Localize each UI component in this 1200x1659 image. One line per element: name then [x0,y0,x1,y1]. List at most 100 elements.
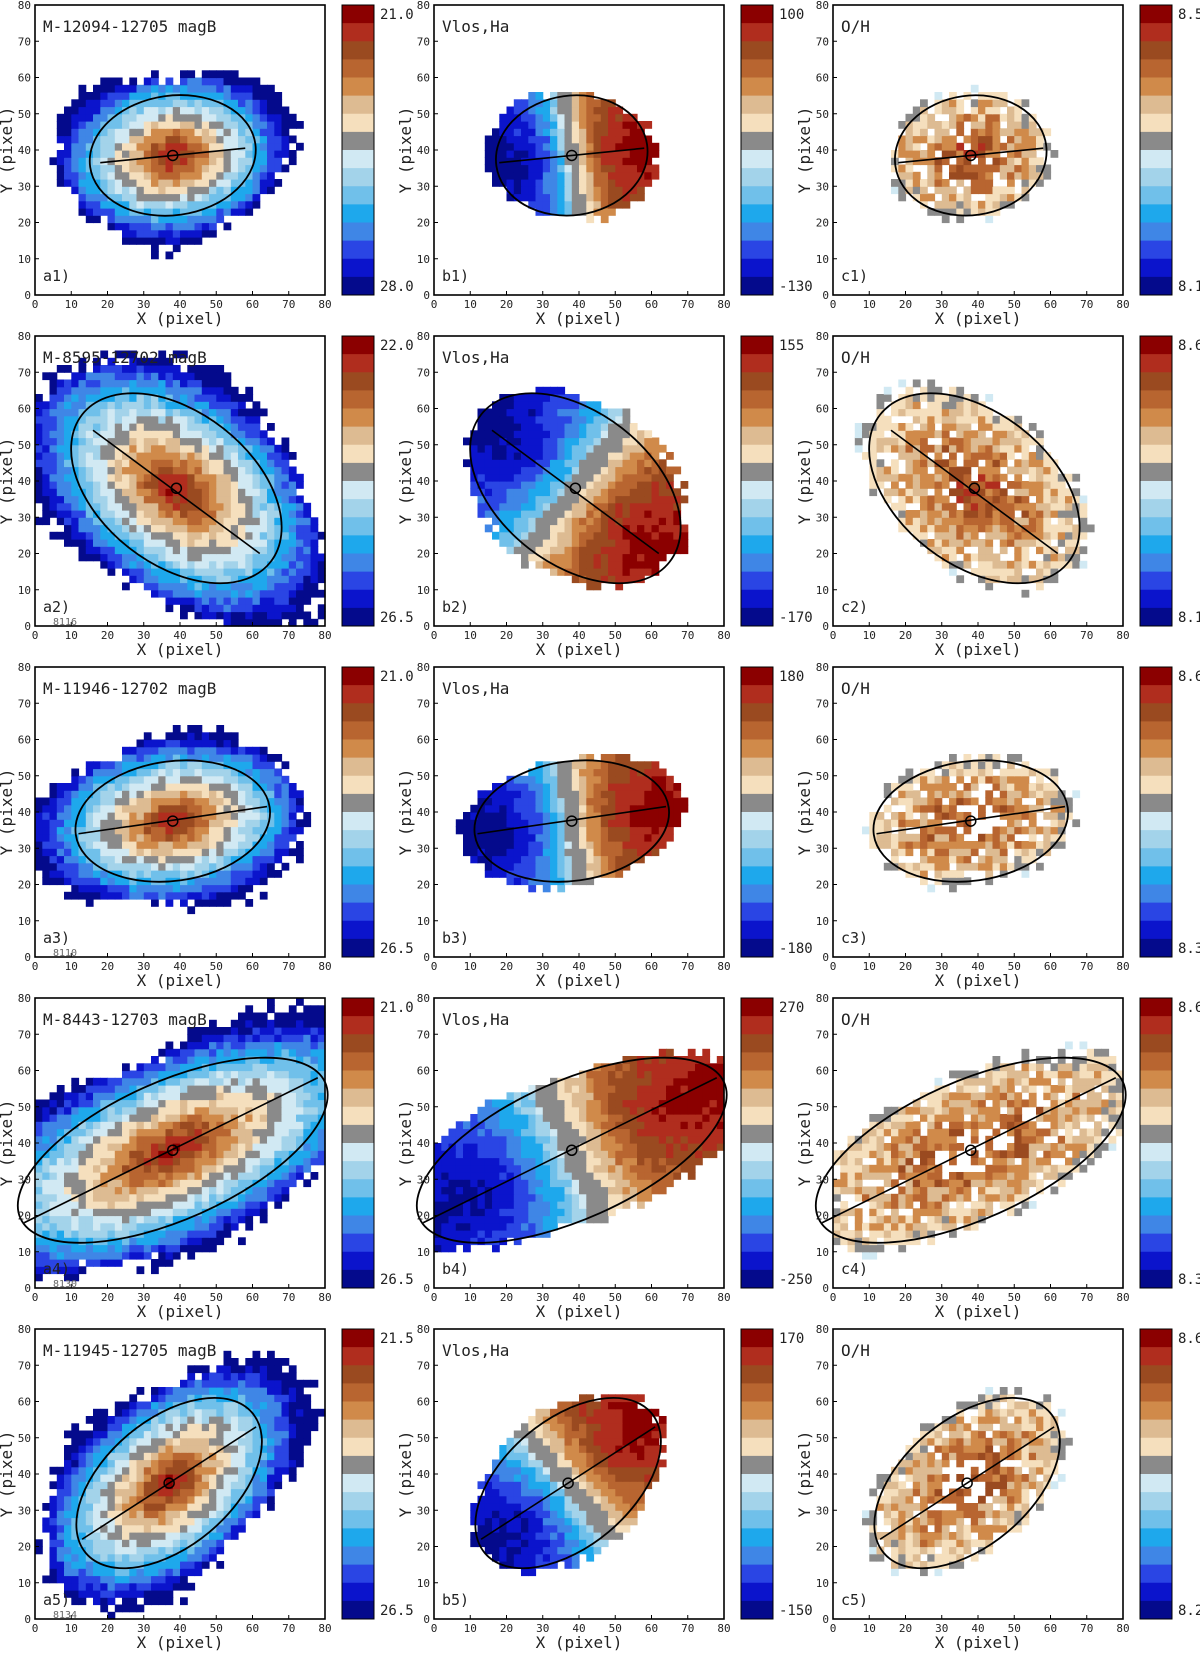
heatmap-cell [201,186,210,195]
heatmap-cell [557,121,566,129]
heatmap-cell [949,553,957,562]
heatmap-cell [557,826,566,835]
heatmap-cell [1021,553,1030,562]
heatmap-cell [259,604,268,613]
heatmap-cell [129,157,138,166]
heatmap-cell [963,459,972,468]
heatmap-cell [64,797,72,806]
heatmap-cell [622,430,631,439]
heatmap-cell [920,157,928,166]
heatmap-cell [281,481,290,489]
heatmap-cell [658,826,667,835]
heatmap-cell [1021,575,1030,584]
heatmap-cell [571,401,580,410]
heatmap-cell [71,862,80,871]
heatmap-cell [288,790,297,799]
heatmap-cell [238,531,246,540]
x-tick-label: 70 [282,298,295,311]
heatmap-cell [136,884,145,893]
heatmap-cell [136,739,145,748]
heatmap-cell [296,539,304,547]
heatmap-cell [267,179,275,187]
y-tick-label: 10 [417,253,430,266]
heatmap-cell [999,437,1008,446]
heatmap-cell [216,891,225,900]
heatmap-cell [122,473,130,482]
heatmap-cell [114,848,123,857]
heatmap-cell [542,444,551,453]
heatmap-cell [470,841,479,849]
heatmap-cell [622,459,631,468]
heatmap-cell [521,408,529,417]
heatmap-cell [557,459,566,468]
heatmap-cell [1007,106,1015,115]
heatmap-cell [114,92,123,100]
heatmap-cell [122,113,130,122]
heatmap-cell [1057,495,1066,504]
heatmap-cell [158,157,167,166]
heatmap-cell [608,186,616,195]
heatmap-cell [187,589,196,598]
heatmap-cell [143,121,152,129]
heatmap-cell [85,372,94,381]
heatmap-cell [259,568,268,576]
heatmap-cell [172,510,181,518]
heatmap-cell [209,877,217,886]
heatmap-cell [535,423,544,431]
y-tick-label: 60 [417,72,430,85]
heatmap-cell [165,150,174,158]
heatmap-cell [949,473,957,482]
heatmap-cell [85,171,94,180]
heatmap-cell [666,531,674,540]
heatmap-cell [194,855,203,864]
heatmap-cell [1036,568,1044,576]
heatmap-cell [64,848,72,857]
heatmap-cell [267,473,275,482]
heatmap-cell [274,164,283,173]
heatmap-cell [927,473,936,482]
heatmap-cell [64,862,72,871]
heatmap-cell [143,568,152,576]
heatmap-cell [165,135,174,144]
heatmap-cell [506,797,515,806]
heatmap-cell [143,171,152,180]
heatmap-cell [64,481,72,489]
heatmap-cell [259,812,268,820]
heatmap-cell [129,222,138,231]
panel-title: Vlos,Ha [442,348,509,367]
heatmap-cell [985,488,994,497]
heatmap-cell [281,452,290,460]
heatmap-cell [238,775,246,784]
heatmap-cell [296,495,304,504]
heatmap-cell [223,611,232,620]
heatmap-cell [122,222,130,231]
heatmap-cell [216,495,225,504]
heatmap-cell [230,77,239,86]
heatmap-cell [999,423,1008,431]
heatmap-cell [658,481,667,489]
heatmap-cell [912,150,921,158]
heatmap-cell [122,826,130,835]
heatmap-cell [42,415,51,424]
heatmap-cell [209,582,217,591]
heatmap-cell [122,179,130,187]
heatmap-cell [281,142,290,151]
heatmap-cell [862,430,870,439]
heatmap-cell [600,208,609,216]
heatmap-cell [629,452,638,460]
heatmap-cell [571,531,580,540]
colorbar-swatch [1140,41,1172,60]
heatmap-cell [550,502,558,511]
heatmap-cell [484,150,493,158]
heatmap-cell [274,510,283,518]
heatmap-cell [629,150,638,158]
y-tick-label: 40 [18,806,31,819]
heatmap-cell [615,539,624,547]
heatmap-cell [288,539,297,547]
heatmap-cell [201,891,210,900]
heatmap-cell [165,357,174,366]
heatmap-cell [905,524,914,533]
heatmap-cell [100,415,109,424]
heatmap-cell [1021,186,1030,195]
heatmap-cell [114,121,123,129]
